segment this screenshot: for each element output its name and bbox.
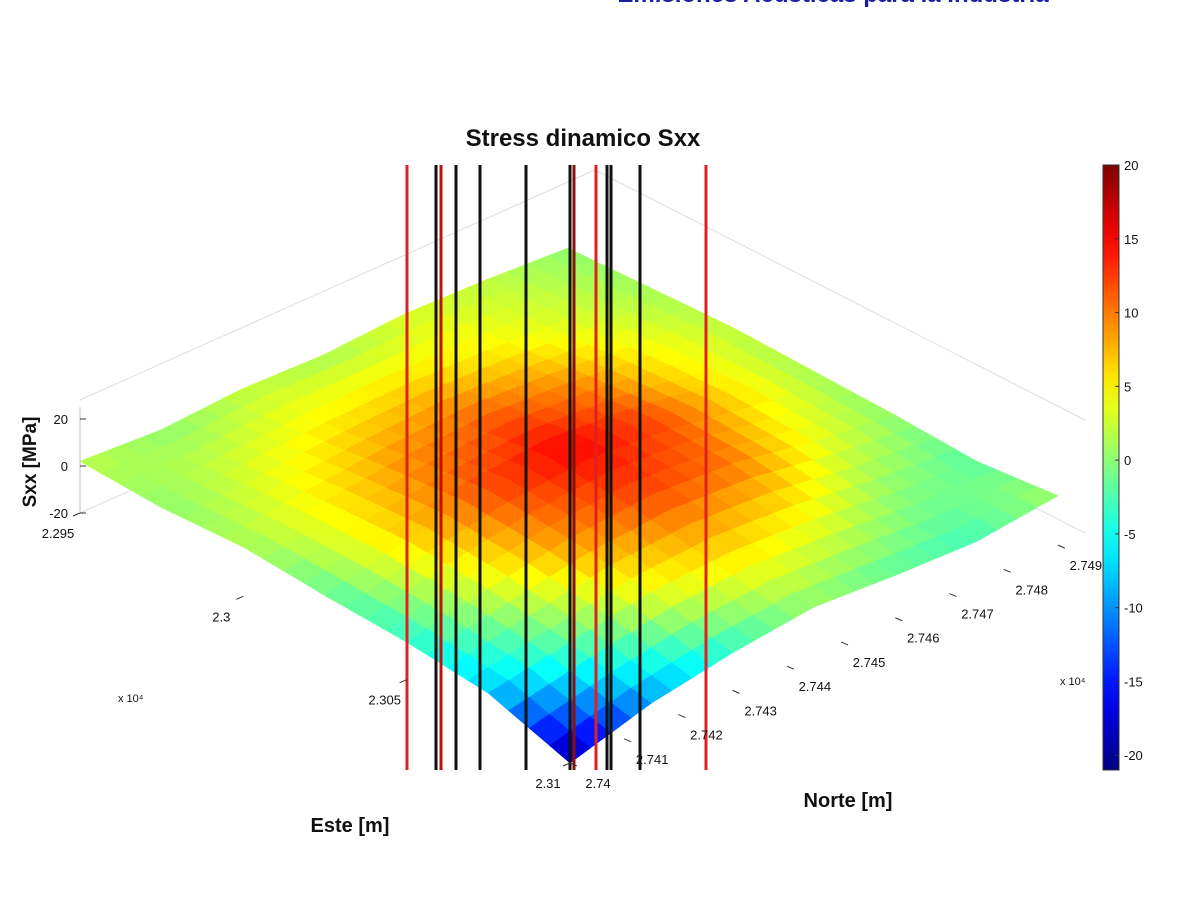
y-tick	[840, 641, 849, 646]
x-tick	[399, 679, 407, 684]
z-tick-label: -20	[49, 506, 68, 521]
x-tick-label: 2.305	[368, 693, 401, 708]
y-tick-label: 2.748	[1015, 582, 1048, 597]
colorbar-tick-label: 15	[1124, 232, 1138, 247]
y-tick	[895, 617, 903, 622]
y-multiplier: x 10⁴	[1060, 676, 1086, 688]
colorbar-tick-label: -5	[1124, 527, 1136, 542]
colorbar-tick-label: -20	[1124, 748, 1143, 763]
x-tick-label: 2.295	[42, 526, 75, 541]
wells	[405, 165, 708, 770]
surface	[79, 247, 1059, 764]
y-tick-label: 2.744	[799, 679, 832, 694]
colorbar-tick-label: 10	[1124, 306, 1138, 321]
y-tick	[624, 738, 632, 743]
z-axis-label: Sxx [MPa]	[20, 417, 41, 508]
colorbar-tick-label: 5	[1124, 379, 1131, 394]
y-tick	[949, 593, 957, 597]
colorbar-tick-label: 0	[1124, 453, 1131, 468]
colorbar-tick-label: -10	[1124, 601, 1143, 616]
y-tick	[678, 714, 686, 719]
x-tick	[236, 595, 244, 600]
y-tick-label: 2.747	[961, 607, 994, 622]
x-multiplier: x 10⁴	[118, 693, 144, 705]
y-tick	[786, 665, 795, 670]
y-tick-label: 2.742	[690, 728, 723, 743]
colorbar	[1102, 164, 1120, 771]
y-tick-label: 2.74	[585, 776, 610, 791]
y-tick-label: 2.743	[744, 703, 777, 718]
y-tick	[1003, 568, 1011, 573]
x-tick-label: 2.3	[212, 609, 230, 624]
axes: 2.295 2.3 2.305 2.31 2.74 2.741 2.742 2.743 2.74…	[42, 158, 1143, 791]
y-tick-label: 2.745	[853, 655, 886, 670]
colorbar-tick-label: 20	[1124, 158, 1138, 173]
colorbar-tick-label: -15	[1124, 674, 1143, 689]
y-tick	[1057, 544, 1066, 549]
y-tick	[569, 762, 578, 767]
x-tick-label: 2.31	[535, 776, 560, 791]
box-edge	[79, 169, 596, 401]
chart-title: Stress dinamico Sxx	[466, 125, 701, 152]
y-tick-label: 2.749	[1070, 558, 1103, 573]
x-axis-label: Este [m]	[311, 815, 390, 837]
y-tick-label: 2.746	[907, 631, 940, 646]
z-tick-label: 0	[61, 459, 68, 474]
box-edge	[594, 169, 1086, 421]
header-title: Emisiones Acusticas para la Industria	[617, 0, 1049, 8]
y-tick	[732, 689, 740, 694]
x-tick	[562, 762, 571, 767]
y-axis-label: Norte [m]	[804, 790, 893, 812]
y-tick-label: 2.741	[636, 752, 669, 767]
x-tick	[72, 512, 81, 517]
z-tick-label: 20	[54, 412, 68, 427]
